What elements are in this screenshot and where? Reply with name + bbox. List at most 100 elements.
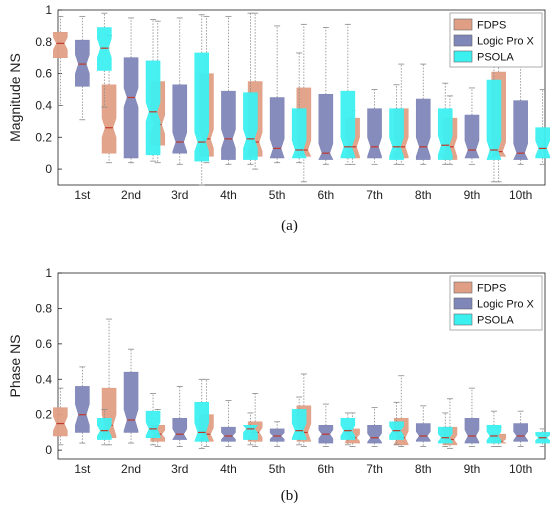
legend: FDPS Logic Pro X PSOLA — [449, 12, 543, 68]
box-logic-pro-x — [75, 15, 90, 121]
box-psola — [145, 393, 161, 446]
x-tick-label: 2nd — [121, 188, 141, 202]
legend-label: Logic Pro X — [477, 299, 535, 311]
box-fdps — [53, 15, 68, 106]
y-tick-label: 0.8 — [35, 301, 52, 315]
box-body — [340, 90, 356, 159]
box-body — [172, 84, 188, 154]
box-psola — [389, 401, 404, 446]
box-psola — [437, 412, 453, 448]
box-body — [53, 407, 68, 437]
box-psola — [535, 428, 550, 448]
legend-label: FDPS — [477, 20, 506, 32]
box-psola — [291, 396, 307, 446]
x-tick-label: 3rd — [171, 188, 188, 202]
legend-swatch — [453, 313, 473, 326]
x-tick-label: 10th — [509, 188, 532, 202]
box-body — [242, 425, 259, 440]
box-logic-pro-x — [513, 410, 528, 448]
legend-swatch — [453, 34, 473, 47]
chart-panel-2: 0 0.2 0.4 0.6 0.8 1 Phase NS 1st 2nd 3rd 4th 5th 6th… — [7, 266, 550, 504]
box-logic-pro-x — [318, 403, 334, 448]
legend-label: FDPS — [477, 283, 506, 295]
box-logic-pro-x — [269, 25, 285, 164]
box-body — [389, 108, 404, 160]
box-body — [464, 417, 480, 444]
legend-label: Logic Pro X — [477, 36, 535, 48]
box-logic-pro-x — [123, 17, 139, 164]
box-body — [513, 100, 529, 160]
box-body — [101, 84, 117, 154]
box-logic-pro-x — [367, 407, 382, 448]
panel-label: (b) — [281, 488, 299, 504]
y-tick-label: 0.6 — [35, 67, 52, 81]
box-body — [318, 94, 334, 160]
box-psola — [535, 89, 550, 165]
x-tick-label: 5th — [269, 188, 286, 202]
x-tick-label: 1st — [74, 462, 91, 476]
box-logic-pro-x — [513, 22, 529, 165]
box-psola — [194, 14, 210, 186]
box-logic-pro-x — [464, 87, 480, 165]
box-body — [486, 425, 502, 444]
box-logic-pro-x — [269, 421, 285, 448]
box-body — [367, 108, 382, 159]
box-body — [291, 409, 307, 440]
box-body — [194, 402, 210, 442]
y-tick-label: 1 — [45, 266, 52, 280]
box-body — [53, 31, 68, 59]
box-body — [340, 417, 356, 440]
box-body — [145, 410, 161, 439]
y-tick-label: 0.2 — [35, 130, 52, 144]
x-tick-label: 7th — [366, 462, 383, 476]
box-logic-pro-x — [75, 366, 90, 444]
box-body — [172, 417, 188, 440]
x-tick-label: 4th — [220, 462, 237, 476]
box-body — [243, 92, 258, 160]
x-tick-label: 9th — [464, 462, 481, 476]
box-body — [269, 97, 285, 159]
x-tick-label: 1st — [74, 188, 91, 202]
box-body — [291, 108, 307, 159]
x-tick-label: 10th — [509, 462, 532, 476]
box-body — [221, 90, 236, 160]
box-logic-pro-x — [415, 63, 431, 165]
box-body — [97, 417, 112, 440]
box-psola — [340, 412, 356, 446]
x-tick-label: 2nd — [121, 462, 141, 476]
y-axis-label: Magnitude NS — [7, 53, 23, 142]
x-tick-label: 4th — [220, 188, 237, 202]
box-body — [97, 27, 112, 71]
chart-panel-1: 0 0.2 0.4 0.6 0.8 1 Magnitude NS 1st 2nd 3rd 4th 5t… — [7, 3, 550, 234]
box-body — [221, 426, 236, 442]
box-psola — [97, 408, 112, 446]
box-logic-pro-x — [367, 89, 382, 165]
x-tick-label: 6th — [318, 462, 335, 476]
y-tick-label: 1 — [45, 3, 52, 17]
box-psola — [340, 23, 356, 165]
box-logic-pro-x — [221, 15, 236, 165]
box-logic-pro-x — [415, 405, 431, 448]
box-body — [437, 426, 453, 444]
y-tick-label: 0 — [45, 443, 52, 457]
box-psola — [242, 412, 259, 446]
x-tick-label: 7th — [366, 188, 383, 202]
box-body — [415, 423, 431, 442]
box-body — [145, 60, 161, 156]
box-logic-pro-x — [172, 385, 188, 448]
box-body — [464, 114, 480, 159]
y-axis-label: Phase NS — [7, 334, 23, 397]
legend-swatch — [453, 281, 473, 294]
box-body — [75, 39, 90, 87]
panel-label: (a) — [281, 218, 298, 234]
y-tick-label: 0.2 — [35, 408, 52, 422]
x-tick-label: 9th — [464, 188, 481, 202]
legend-label: PSOLA — [477, 52, 514, 64]
box-logic-pro-x — [123, 348, 139, 444]
plot-frame — [57, 272, 546, 460]
box-psola — [486, 410, 502, 448]
legend-swatch — [453, 297, 473, 310]
box-body — [437, 108, 453, 160]
y-tick-label: 0.6 — [35, 337, 52, 351]
